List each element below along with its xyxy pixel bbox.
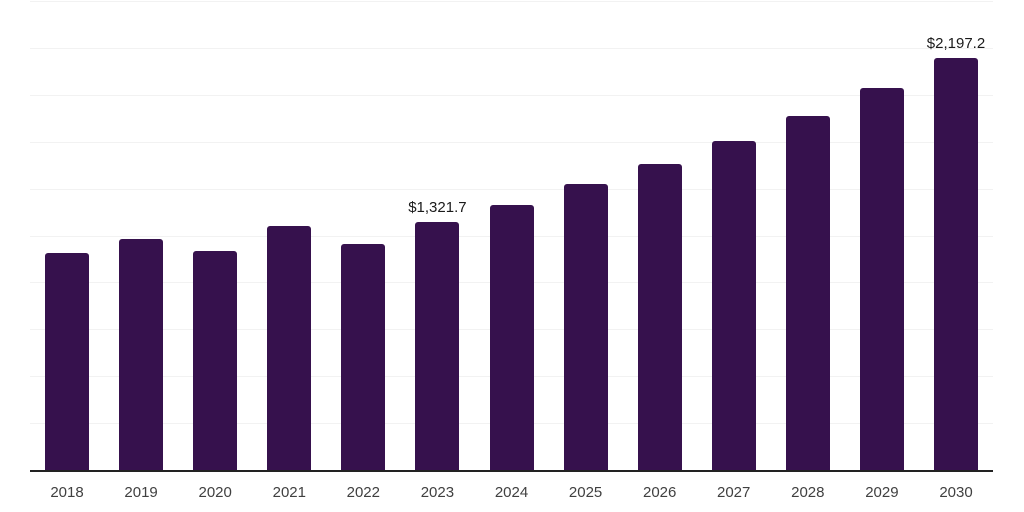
x-tick-label-2026: 2026: [643, 484, 677, 501]
bar-2026: [637, 164, 682, 470]
x-tick-label-2028: 2028: [791, 484, 825, 501]
bar-2025: [563, 184, 608, 470]
bar-2028: [785, 115, 830, 470]
x-tick-label-2025: 2025: [568, 484, 603, 501]
x-tick-label-2022: 2022: [346, 484, 380, 501]
gridline: [30, 188, 993, 190]
bar-2018: [45, 252, 89, 470]
gridline: [30, 94, 993, 96]
x-tick-label-2023: 2023: [420, 484, 455, 501]
x-tick-label-2018: 2018: [50, 484, 84, 501]
bar-value-label-2030: $2,197.2: [926, 34, 986, 52]
gridline: [30, 141, 993, 143]
gridline: [30, 47, 993, 49]
bar-2019: [119, 238, 164, 470]
x-tick-label-2027: 2027: [717, 484, 751, 501]
x-tick-label-2021: 2021: [272, 484, 306, 501]
x-tick-label-2030: 2030: [939, 484, 973, 501]
x-tick-label-2020: 2020: [198, 484, 232, 501]
bar-2029: [859, 87, 904, 470]
x-axis-line: [30, 470, 993, 472]
bar-2020: [193, 251, 238, 470]
x-tick-label-2019: 2019: [124, 484, 158, 501]
x-tick-label-2029: 2029: [865, 484, 899, 501]
bar-2023: [415, 222, 460, 470]
bar-2021: [267, 225, 312, 470]
gridline: [30, 1, 993, 2]
x-tick-label-2024: 2024: [494, 484, 529, 501]
bar-2022: [341, 243, 386, 470]
bar-2027: [711, 141, 756, 470]
bar-value-label-2023: $1,321.7: [408, 199, 467, 216]
bar-2024: [489, 205, 534, 470]
bar-2030: [934, 57, 978, 470]
